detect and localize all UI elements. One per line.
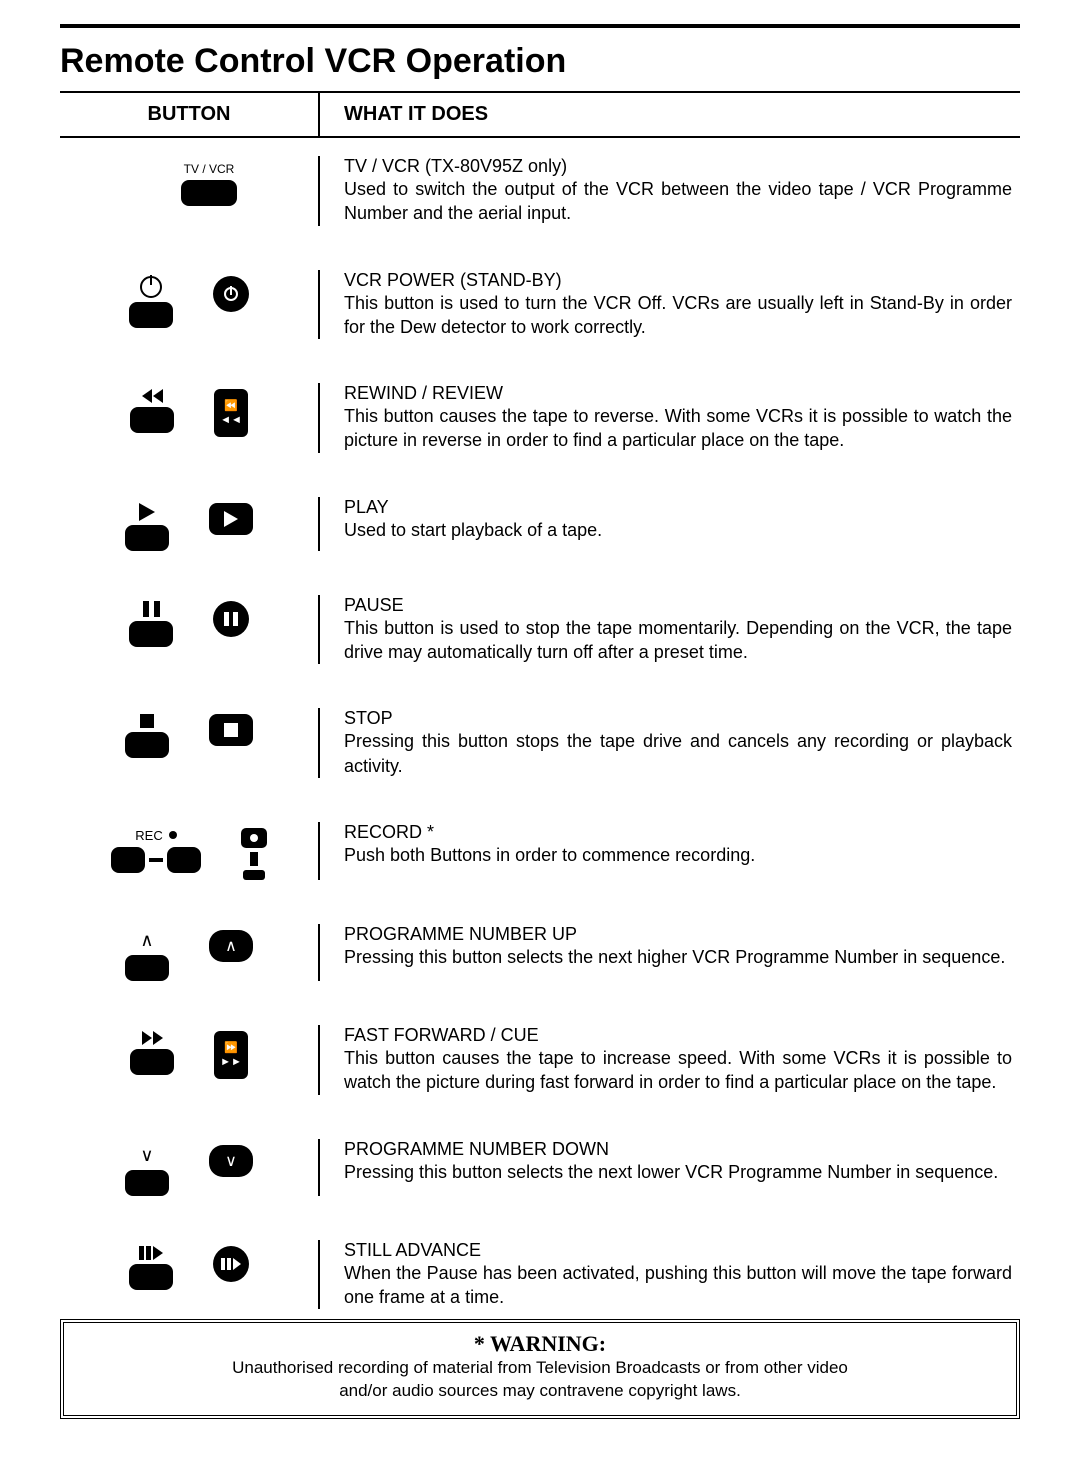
- top-rule: [60, 24, 1020, 28]
- button-icon-rewind-left: [130, 389, 174, 433]
- desc-body: When the Pause has been activated, pushi…: [344, 1261, 1012, 1310]
- desc-title: STOP: [344, 708, 1012, 729]
- desc-title: RECORD *: [344, 822, 1012, 843]
- stop-icon: [140, 714, 154, 728]
- table-header: BUTTON WHAT IT DOES: [60, 93, 1020, 138]
- table-row: PAUSE This button is used to stop the ta…: [60, 577, 1020, 691]
- rec-keys-icon: [111, 847, 201, 873]
- prog-down-pill-icon: ∨: [209, 1145, 253, 1177]
- table-row: ∧ ∧ PROGRAMME NUMBER UP Pressing this bu…: [60, 906, 1020, 1007]
- desc-body: This button causes the tape to reverse. …: [344, 404, 1012, 453]
- record-pill-icon: [241, 828, 267, 880]
- desc-body: This button is used to turn the VCR Off.…: [344, 291, 1012, 340]
- button-icon-play-left: [125, 503, 169, 551]
- still-advance-icon: [139, 1246, 163, 1260]
- button-icon-power-left: [129, 276, 173, 328]
- desc-title: PLAY: [344, 497, 1012, 518]
- warning-box: * WARNING: Unauthorised recording of mat…: [60, 1319, 1020, 1419]
- desc-body: This button is used to stop the tape mom…: [344, 616, 1012, 665]
- ff-pill-icon: ⏩►►: [214, 1031, 248, 1079]
- button-icon-prog-down-left: ∨: [125, 1145, 169, 1196]
- desc-body: Pressing this button stops the tape driv…: [344, 729, 1012, 778]
- pause-pill-icon: [213, 601, 249, 637]
- button-label: TV / VCR: [184, 162, 235, 176]
- key-icon: [125, 732, 169, 758]
- warning-body-line1: Unauthorised recording of material from …: [78, 1357, 1002, 1380]
- button-icon-record-left: REC: [111, 828, 201, 873]
- warning-title: * WARNING:: [78, 1331, 1002, 1357]
- key-icon: [181, 180, 237, 206]
- chevron-up-icon: ∧: [140, 930, 153, 951]
- desc-body: Pressing this button selects the next lo…: [344, 1160, 1012, 1184]
- button-icon-ff-left: [130, 1031, 174, 1075]
- key-icon: [129, 621, 173, 647]
- power-pill-icon: [213, 276, 249, 312]
- pause-icon: [143, 601, 160, 617]
- button-icon-prog-up-left: ∧: [125, 930, 169, 981]
- desc-title: FAST FORWARD / CUE: [344, 1025, 1012, 1046]
- table-row: STILL ADVANCE When the Pause has been ac…: [60, 1222, 1020, 1320]
- table-row: ⏪◄◄ REWIND / REVIEW This button causes t…: [60, 365, 1020, 479]
- button-icon-still-left: [129, 1246, 173, 1290]
- key-icon: [125, 525, 169, 551]
- prog-up-pill-icon: ∧: [209, 930, 253, 962]
- power-icon: [140, 276, 162, 298]
- desc-title: PROGRAMME NUMBER UP: [344, 924, 1012, 945]
- key-icon: [130, 407, 174, 433]
- desc-title: PROGRAMME NUMBER DOWN: [344, 1139, 1012, 1160]
- warning-body-line2: and/or audio sources may contravene copy…: [78, 1380, 1002, 1403]
- table-row: STOP Pressing this button stops the tape…: [60, 690, 1020, 804]
- rec-label: REC: [135, 828, 176, 843]
- table-row: PLAY Used to start playback of a tape.: [60, 479, 1020, 577]
- header-what: WHAT IT DOES: [320, 93, 1020, 136]
- table-row: ∨ ∨ PROGRAMME NUMBER DOWN Pressing this …: [60, 1121, 1020, 1222]
- desc-title: PAUSE: [344, 595, 1012, 616]
- key-icon: [129, 302, 173, 328]
- fast-forward-icon: [142, 1031, 163, 1045]
- chevron-down-icon: ∨: [140, 1145, 153, 1166]
- button-icon-stop-left: [125, 714, 169, 758]
- desc-body: Used to start playback of a tape.: [344, 518, 1012, 542]
- key-icon: [125, 955, 169, 981]
- play-pill-icon: [209, 503, 253, 535]
- button-icon-pause-left: [129, 601, 173, 647]
- table-row: ⏩►► FAST FORWARD / CUE This button cause…: [60, 1007, 1020, 1121]
- stop-pill-icon: [209, 714, 253, 746]
- desc-body: Pressing this button selects the next hi…: [344, 945, 1012, 969]
- desc-title: STILL ADVANCE: [344, 1240, 1012, 1261]
- key-icon: [129, 1264, 173, 1290]
- key-icon: [125, 1170, 169, 1196]
- header-button: BUTTON: [60, 93, 320, 136]
- rewind-pill-icon: ⏪◄◄: [214, 389, 248, 437]
- desc-body: This button causes the tape to increase …: [344, 1046, 1012, 1095]
- table-row: REC RECORD * Push both Buttons in order …: [60, 804, 1020, 906]
- rewind-icon: [142, 389, 163, 403]
- desc-body: Used to switch the output of the VCR bet…: [344, 177, 1012, 226]
- vcr-button-table: BUTTON WHAT IT DOES TV / VCR TV / VCR (T…: [60, 91, 1020, 1319]
- table-row: TV / VCR TV / VCR (TX-80V95Z only) Used …: [60, 138, 1020, 252]
- key-icon: [130, 1049, 174, 1075]
- desc-body: Push both Buttons in order to commence r…: [344, 843, 1012, 867]
- page-title: Remote Control VCR Operation: [60, 36, 1020, 91]
- desc-title: VCR POWER (STAND-BY): [344, 270, 1012, 291]
- desc-title: TV / VCR (TX-80V95Z only): [344, 156, 1012, 177]
- still-pill-icon: [213, 1246, 249, 1282]
- button-icon-tv-vcr: TV / VCR: [181, 162, 237, 206]
- play-icon: [139, 503, 155, 521]
- table-row: VCR POWER (STAND-BY) This button is used…: [60, 252, 1020, 366]
- desc-title: REWIND / REVIEW: [344, 383, 1012, 404]
